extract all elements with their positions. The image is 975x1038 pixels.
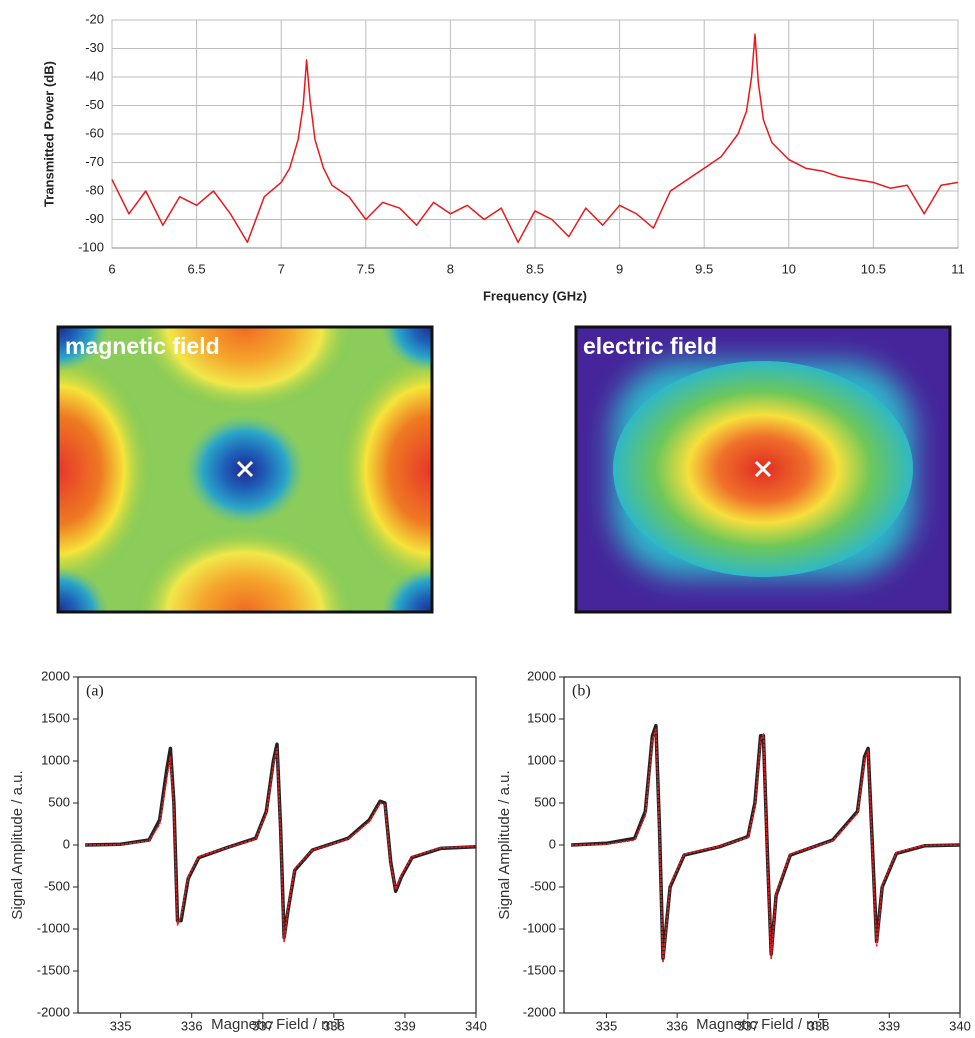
plot-frame <box>77 676 477 1014</box>
y-tick-label: -40 <box>85 68 104 83</box>
y-tick-label: -90 <box>85 211 104 226</box>
y-axis-title: Signal Amplitude / a.u. <box>9 770 26 919</box>
y-tick-label: -70 <box>85 154 104 169</box>
x-tick-label: 340 <box>949 1018 971 1033</box>
x-tick-label: 10.5 <box>861 261 886 276</box>
y-tick-label: -50 <box>85 97 104 112</box>
x-tick-label: 6.5 <box>188 261 206 276</box>
y-tick-label: -30 <box>85 40 104 55</box>
x-tick-label: 11 <box>951 261 965 276</box>
y-tick-label: 1500 <box>527 710 556 725</box>
y-tick-label: 500 <box>534 794 556 809</box>
x-tick-label: 337 <box>252 1018 274 1033</box>
y-tick-label: 1000 <box>41 752 70 767</box>
magnetic-field-map <box>58 327 432 612</box>
x-tick-label: 6 <box>108 261 115 276</box>
y-tick-label: 0 <box>549 836 556 851</box>
map-label: electric field <box>583 333 717 359</box>
x-tick-label: 7.5 <box>357 261 375 276</box>
y-tick-label: 0 <box>63 836 70 851</box>
x-tick-label: 336 <box>666 1018 688 1033</box>
y-tick-label: -80 <box>85 182 104 197</box>
y-tick-label: -1500 <box>523 962 556 977</box>
data-line <box>111 33 959 244</box>
map-frame <box>56 325 434 614</box>
panel-label: (b) <box>572 683 591 700</box>
x-axis-title: Frequency (GHz) <box>483 288 587 303</box>
y-tick-label: -100 <box>78 239 104 254</box>
y-tick-label: -2000 <box>523 1004 556 1019</box>
x-tick-label: 340 <box>465 1018 487 1033</box>
center-marker <box>236 460 254 478</box>
y-tick-label: -60 <box>85 125 104 140</box>
y-tick-label: -1000 <box>37 920 70 935</box>
center-marker <box>754 460 772 478</box>
map-label: magnetic field <box>65 333 220 359</box>
x-tick-label: 8 <box>447 261 454 276</box>
x-tick-label: 9 <box>616 261 623 276</box>
map-frame <box>574 325 952 614</box>
y-tick-label: 500 <box>48 794 70 809</box>
x-tick-label: 7 <box>278 261 285 276</box>
y-tick-label: -500 <box>530 878 556 893</box>
y-tick-label: -1000 <box>523 920 556 935</box>
y-tick-label: 2000 <box>41 668 70 683</box>
x-tick-label: 337 <box>737 1018 759 1033</box>
y-tick-label: -1500 <box>37 962 70 977</box>
data-line <box>85 742 477 940</box>
y-axis-title: Signal Amplitude / a.u. <box>496 770 513 919</box>
x-tick-label: 339 <box>878 1018 900 1033</box>
x-tick-label: 339 <box>394 1018 416 1033</box>
x-axis-title: Magnetic Field / mT <box>211 1016 343 1033</box>
y-tick-label: 1500 <box>41 710 70 725</box>
x-tick-label: 336 <box>181 1018 203 1033</box>
y-tick-label: 1000 <box>527 752 556 767</box>
y-tick-label: -20 <box>85 11 104 26</box>
plot-frame <box>563 676 961 1014</box>
data-line <box>571 723 961 961</box>
panel-label: (a) <box>86 683 104 700</box>
y-axis-title: Transmitted Power (dB) <box>41 61 56 207</box>
data-line <box>571 728 961 964</box>
x-tick-label: 335 <box>110 1018 132 1033</box>
x-tick-label: 338 <box>808 1018 830 1033</box>
x-axis-title: Magnetic Field / mT <box>696 1016 828 1033</box>
x-tick-label: 338 <box>323 1018 345 1033</box>
x-tick-label: 10 <box>782 261 796 276</box>
data-line <box>85 747 477 943</box>
x-tick-label: 9.5 <box>695 261 713 276</box>
x-tick-label: 8.5 <box>526 261 544 276</box>
y-tick-label: 2000 <box>527 668 556 683</box>
y-tick-label: -500 <box>44 878 70 893</box>
x-tick-label: 335 <box>596 1018 618 1033</box>
y-tick-label: -2000 <box>37 1004 70 1019</box>
